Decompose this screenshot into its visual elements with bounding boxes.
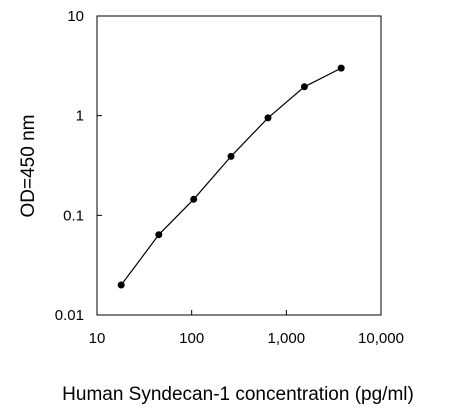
x-tick-label-10: 10 [89,330,106,347]
y-axis-label: OD=450 nm [18,115,39,218]
y-tick-label-1: 1 [76,108,84,125]
data-point-3 [227,152,235,160]
y-tick-label-10: 10 [67,8,84,25]
data-series [117,64,345,289]
data-point-0 [117,281,125,289]
x-tick-label-10000: 10,000 [358,330,404,347]
data-point-6 [337,64,345,72]
series-line-0 [120,67,342,286]
x-axis-ticks [96,310,382,315]
data-point-5 [300,83,308,91]
data-point-4 [264,114,272,122]
y-tick-labels: 0.01 0.1 1 10 [55,8,84,324]
y-tick-label-0.1: 0.1 [63,207,84,224]
data-point-1 [155,231,163,239]
x-axis-label: Human Syndecan-1 concentration (pg/ml) [62,384,414,405]
plot-frame [96,15,382,316]
x-tick-label-1000: 1,000 [268,330,306,347]
y-axis-ticks [97,15,102,316]
y-tick-label-0.01: 0.01 [55,307,84,324]
x-tick-labels: 10 100 1,000 10,000 [89,330,404,347]
data-point-2 [190,195,198,203]
x-tick-label-100: 100 [179,330,204,347]
